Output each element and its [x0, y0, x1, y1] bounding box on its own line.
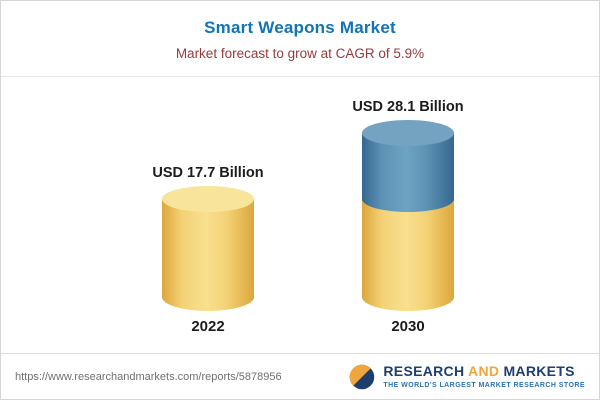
brand-name: RESEARCH AND MARKETS	[383, 363, 585, 379]
researchandmarkets-logo-icon	[350, 364, 375, 389]
category-label-2022: 2022	[191, 318, 225, 335]
chart-header: Smart Weapons Market Market forecast to …	[1, 1, 599, 77]
cylinder-2022	[162, 185, 254, 311]
footer: https://www.researchandmarkets.com/repor…	[1, 353, 599, 399]
value-label-2030: USD 28.1 Billion	[352, 99, 464, 116]
brand-tagline: THE WORLD'S LARGEST MARKET RESEARCH STOR…	[383, 381, 585, 389]
cylinder-2030-top-cap	[362, 120, 454, 147]
bar-chart: USD 17.7 Billion 2022 USD 28.1 Billion 2…	[1, 78, 599, 353]
cylinder-2030-base-segment	[362, 198, 454, 311]
category-label-2030: 2030	[391, 318, 425, 335]
brand-word-research: RESEARCH	[383, 363, 465, 380]
cylinder-2022-base-segment	[162, 185, 254, 311]
bar-group-2022: USD 17.7 Billion 2022	[133, 165, 283, 335]
chart-title: Smart Weapons Market	[204, 18, 396, 37]
cylinder-2030	[362, 120, 454, 311]
brand-word-markets: MARKETS	[503, 363, 575, 380]
source-url: https://www.researchandmarkets.com/repor…	[15, 370, 282, 383]
cylinder-2022-top-cap	[162, 185, 254, 212]
bar-group-2030: USD 28.1 Billion 2030	[333, 99, 483, 335]
cylinder-2030-growth-segment	[362, 120, 454, 212]
brand-text: RESEARCH AND MARKETS THE WORLD'S LARGEST…	[383, 363, 585, 389]
chart-subtitle: Market forecast to grow at CAGR of 5.9%	[175, 46, 425, 61]
brand-word-and: AND	[468, 363, 500, 380]
value-label-2022: USD 17.7 Billion	[152, 164, 264, 181]
researchandmarkets-logo: RESEARCH AND MARKETS THE WORLD'S LARGEST…	[348, 363, 585, 391]
